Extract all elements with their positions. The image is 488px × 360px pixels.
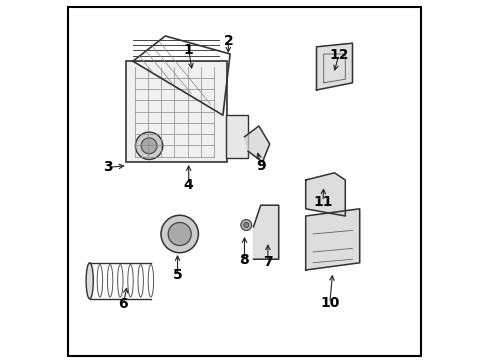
FancyBboxPatch shape [125, 61, 226, 162]
Circle shape [141, 138, 157, 154]
Polygon shape [244, 126, 269, 162]
Text: 7: 7 [263, 255, 272, 269]
Text: 9: 9 [255, 159, 265, 173]
Text: 1: 1 [183, 43, 193, 57]
Polygon shape [305, 173, 345, 216]
Text: 4: 4 [183, 178, 193, 192]
Polygon shape [316, 43, 352, 90]
Circle shape [135, 132, 163, 159]
FancyBboxPatch shape [226, 115, 247, 158]
Ellipse shape [86, 263, 93, 299]
Circle shape [241, 220, 251, 230]
Text: 11: 11 [313, 195, 332, 208]
Text: 2: 2 [223, 35, 233, 48]
Polygon shape [253, 205, 278, 259]
Text: 3: 3 [102, 161, 112, 174]
Circle shape [168, 222, 191, 246]
Circle shape [161, 215, 198, 253]
Circle shape [244, 222, 248, 228]
Text: 6: 6 [118, 297, 128, 311]
Text: 12: 12 [328, 48, 348, 62]
Text: 10: 10 [320, 296, 339, 310]
Text: 5: 5 [172, 269, 182, 282]
Text: 8: 8 [239, 253, 249, 267]
Polygon shape [305, 209, 359, 270]
